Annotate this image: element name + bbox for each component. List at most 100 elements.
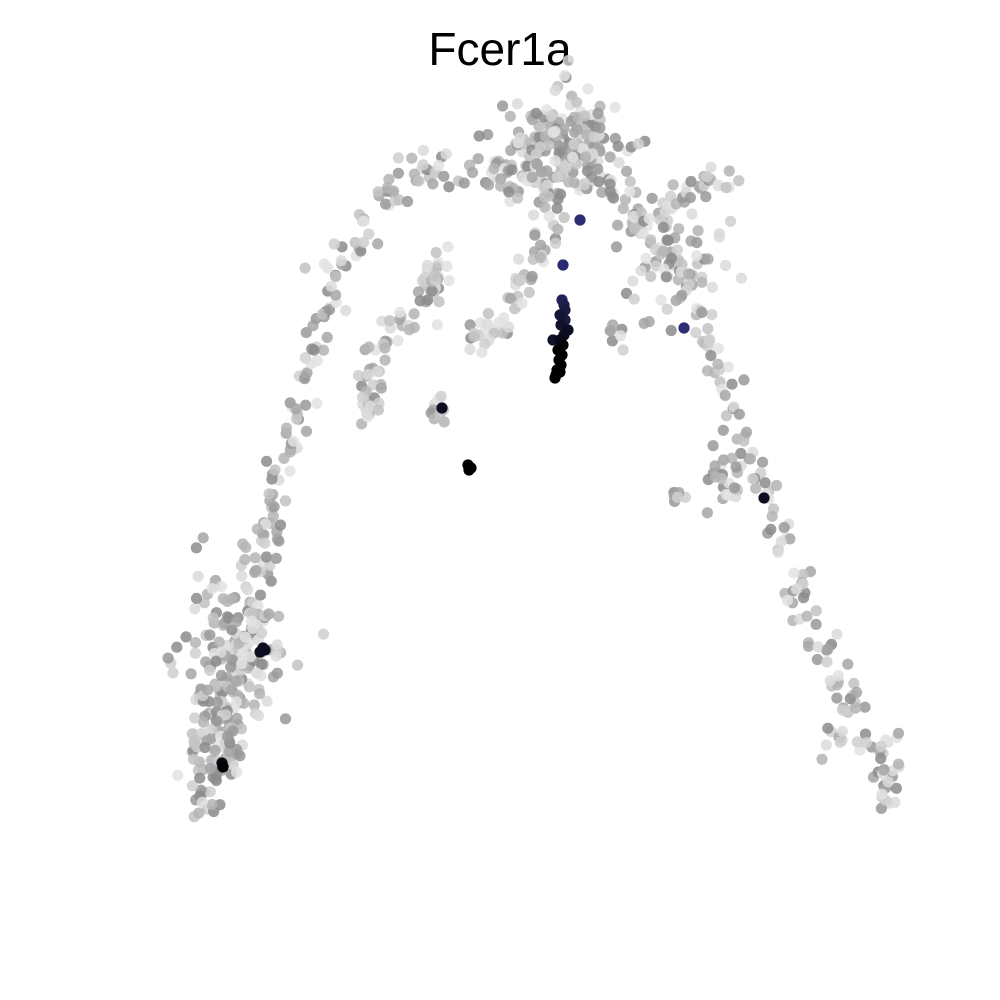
cell-point: [781, 594, 794, 607]
cell-point: [433, 296, 445, 308]
cell-point: [665, 252, 678, 264]
cell-point: [530, 107, 542, 119]
cell-point: [196, 796, 208, 808]
cell-point: [725, 215, 737, 227]
cell-point: [712, 358, 724, 370]
cell-point: [215, 669, 227, 682]
cell-point: [778, 521, 790, 534]
cell-point: [388, 185, 400, 197]
cell-point: [720, 488, 732, 501]
cell-point: [211, 696, 223, 708]
cell-point: [543, 210, 555, 222]
cell-point: [292, 659, 304, 671]
cell-point: [464, 343, 476, 355]
cell-point: [220, 709, 232, 721]
cell-point: [244, 651, 256, 663]
cell-point: [558, 69, 571, 82]
cell-point: [810, 605, 822, 617]
cell-point: [372, 404, 384, 416]
cell-point: [206, 583, 218, 595]
cell-point: [723, 165, 735, 177]
cell-point: [726, 452, 738, 464]
cell-point: [539, 201, 551, 213]
cell-point: [186, 780, 199, 792]
cell-point: [435, 390, 447, 402]
cell-point: [171, 641, 183, 653]
cell-point: [735, 272, 748, 284]
cell-point: [702, 253, 714, 265]
cell-point: [401, 195, 414, 208]
cell-point: [684, 192, 697, 204]
cell-point: [594, 122, 606, 134]
cell-point: [321, 331, 333, 343]
cell-point: [213, 636, 225, 648]
cell-point: [549, 125, 561, 137]
cell-point: [472, 153, 484, 165]
cell-point: [426, 285, 438, 297]
cell-point: [580, 151, 592, 163]
cell-point: [552, 193, 564, 205]
cell-point: [609, 101, 621, 113]
cell-point: [300, 425, 313, 437]
cell-point: [568, 138, 580, 150]
cell-point: [628, 293, 640, 305]
cell-point: [430, 247, 442, 259]
cell-point: [274, 519, 287, 531]
cell-point: [720, 410, 733, 422]
cell-point: [249, 552, 261, 564]
cell-point: [637, 228, 649, 240]
cell-point: [831, 628, 843, 640]
cell-point: [506, 164, 518, 176]
cell-point: [719, 389, 731, 401]
cell-point: [167, 667, 179, 679]
cell-point: [705, 161, 717, 173]
cell-point: [441, 260, 453, 272]
cell-point: [503, 321, 515, 333]
cell-point: [221, 595, 233, 608]
cell-point: [443, 181, 455, 193]
cell-point: [236, 570, 248, 582]
cell-point: [225, 684, 237, 696]
cell-point: [267, 510, 279, 522]
cell-point: [413, 175, 425, 187]
cell-point: [392, 167, 404, 179]
cell-point: [538, 182, 550, 194]
cell-point: [511, 98, 523, 110]
cell-point: [542, 190, 554, 202]
cell-point: [615, 330, 627, 342]
cell-point: [235, 723, 248, 735]
cell-point: [458, 177, 470, 189]
cell-point: [720, 259, 732, 272]
cell-point: [892, 758, 905, 770]
cell-point: [577, 143, 589, 155]
cell-point: [750, 482, 762, 494]
cell-point: [363, 228, 375, 240]
cell-point: [421, 259, 434, 272]
cell-point: [612, 140, 624, 152]
cell-point: [371, 366, 383, 378]
cell-point: [358, 236, 370, 248]
cell-point: [788, 567, 800, 579]
cell-point: [379, 354, 391, 366]
cell-point: [759, 477, 771, 489]
expressing-cell-point: [557, 259, 569, 271]
cell-point: [643, 213, 655, 225]
cell-point: [578, 179, 591, 191]
cell-point: [657, 245, 670, 257]
cell-point: [610, 241, 623, 253]
cell-point: [624, 176, 636, 188]
cell-point: [254, 589, 267, 601]
cell-point: [172, 769, 184, 781]
cell-point: [414, 295, 426, 307]
cell-point: [215, 646, 227, 658]
cell-point: [667, 179, 679, 191]
cell-point: [635, 265, 647, 277]
cell-point: [738, 435, 750, 447]
cell-point: [357, 391, 369, 403]
cell-point: [558, 211, 570, 224]
cell-point: [701, 170, 713, 183]
cell-point: [253, 709, 265, 722]
cell-point: [690, 327, 702, 339]
cell-point: [251, 667, 263, 679]
